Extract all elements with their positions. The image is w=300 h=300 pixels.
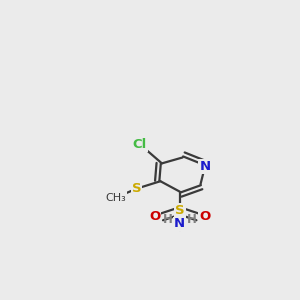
Text: CH₃: CH₃ bbox=[105, 193, 126, 202]
Text: Cl: Cl bbox=[133, 138, 147, 151]
Text: H: H bbox=[187, 213, 197, 226]
Text: S: S bbox=[175, 204, 184, 218]
Text: O: O bbox=[149, 210, 160, 224]
Text: S: S bbox=[132, 182, 141, 195]
Text: N: N bbox=[174, 217, 185, 230]
Text: N: N bbox=[200, 160, 211, 173]
Text: O: O bbox=[199, 210, 210, 224]
Text: H: H bbox=[162, 213, 172, 226]
